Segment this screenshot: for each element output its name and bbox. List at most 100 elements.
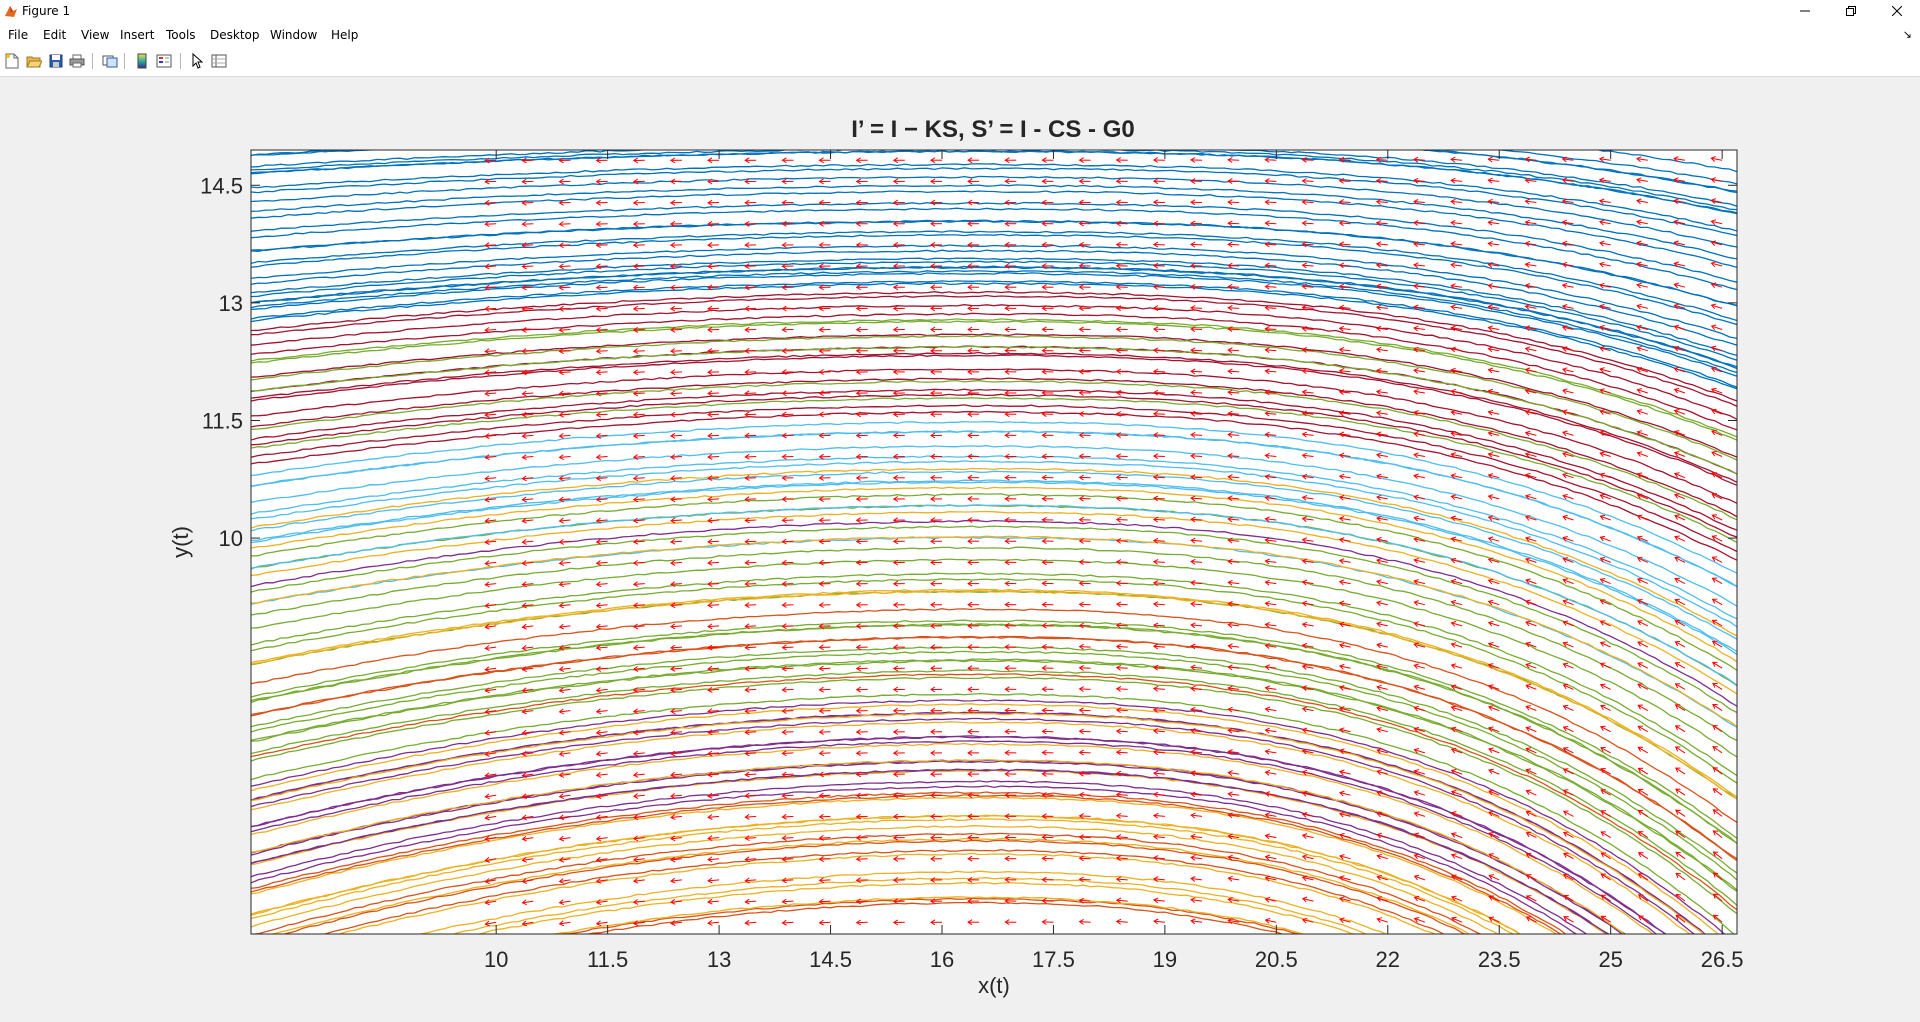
quiver-arrow (1228, 244, 1239, 245)
quiver-arrow (708, 435, 719, 436)
menu-help[interactable]: Help (331, 28, 358, 42)
window-title: Figure 1 (22, 4, 70, 18)
quiver-arrow (634, 372, 645, 373)
quiver-arrow (1154, 350, 1165, 351)
quiver-arrow (522, 224, 533, 225)
quiver-arrow (560, 245, 571, 246)
quiver-arrow (708, 584, 719, 585)
quiver-arrow (1080, 837, 1091, 838)
minimize-icon (1800, 6, 1810, 16)
quiver-arrow (1117, 498, 1128, 499)
quiver-arrow (782, 668, 793, 669)
quiver-arrow (820, 668, 831, 669)
toolbar-separator (92, 53, 93, 69)
link-plot-icon[interactable] (101, 52, 119, 70)
quiver-arrow (671, 372, 682, 373)
quiver-arrow (1303, 202, 1314, 203)
quiver-arrow (485, 245, 496, 246)
toolbar-separator (124, 53, 125, 69)
quiver-arrow (745, 647, 756, 648)
open-file-icon[interactable] (25, 52, 43, 70)
quiver-arrow (1080, 647, 1091, 648)
x-axis-label: x(t) (978, 973, 1010, 998)
y-tick-label: 14.5 (200, 173, 243, 198)
window-titlebar: Figure 1 (0, 0, 1920, 22)
quiver-arrow (634, 287, 645, 288)
quiver-arrow (671, 393, 682, 394)
edit-plot-icon[interactable] (188, 52, 206, 70)
quiver-arrow (1080, 774, 1091, 775)
y-tick-label: 13 (219, 291, 243, 316)
quiver-arrow (1228, 266, 1239, 267)
quiver-arrow (820, 838, 831, 839)
menu-edit[interactable]: Edit (43, 28, 66, 42)
quiver-arrow (745, 499, 756, 500)
quiver-arrow (782, 711, 793, 712)
quiver-arrow (820, 774, 831, 775)
menu-view[interactable]: View (81, 28, 109, 42)
close-button[interactable] (1874, 0, 1920, 22)
menu-insert[interactable]: Insert (120, 28, 154, 42)
quiver-arrow (1265, 181, 1276, 182)
quiver-arrow (522, 287, 533, 288)
quiver-arrow (597, 330, 608, 331)
y-tick-label: 10 (219, 526, 243, 551)
quiver-arrow (560, 266, 571, 267)
quiver-arrow (708, 478, 719, 479)
minimize-button[interactable] (1782, 0, 1828, 22)
toolbar-separator (180, 53, 181, 69)
quiver-arrow (1117, 520, 1128, 521)
menu-bar: File Edit View Insert Tools Desktop Wind… (0, 22, 1920, 46)
quiver-arrow (671, 414, 682, 415)
quiver-arrow (1080, 689, 1091, 690)
quiver-arrow (560, 308, 571, 309)
quiver-arrow (597, 372, 608, 373)
quiver-arrow (1080, 901, 1091, 902)
x-tick-label: 13 (707, 947, 731, 972)
quiver-arrow (1117, 668, 1128, 669)
quiver-arrow (782, 753, 793, 754)
quiver-arrow (782, 520, 793, 521)
quiver-arrow (782, 541, 793, 542)
undock-icon[interactable]: ↘ (1903, 28, 1912, 41)
quiver-arrow (671, 351, 682, 352)
quiver-arrow (522, 266, 533, 267)
menu-file[interactable]: File (8, 28, 28, 42)
close-icon (1892, 6, 1902, 16)
quiver-arrow (1080, 922, 1091, 923)
quiver-arrow (1117, 604, 1128, 605)
quiver-arrow (1080, 795, 1091, 796)
quiver-arrow (1154, 435, 1165, 436)
chart-title: I’ = I − KS, S’ = I - CS - G0 (851, 116, 1134, 143)
quiver-arrow (1265, 202, 1276, 203)
quiver-arrow (782, 732, 793, 733)
quiver-arrow (745, 584, 756, 585)
quiver-arrow (1117, 562, 1128, 563)
quiver-arrow (1080, 731, 1091, 732)
menu-desktop[interactable]: Desktop (210, 28, 260, 42)
property-inspector-icon[interactable] (210, 52, 228, 70)
insert-legend-icon[interactable] (155, 52, 173, 70)
quiver-arrow (820, 732, 831, 733)
quiver-arrow (597, 266, 608, 267)
quiver-arrow (1080, 710, 1091, 711)
quiver-arrow (745, 457, 756, 458)
quiver-arrow (1080, 752, 1091, 753)
menu-window[interactable]: Window (270, 28, 317, 42)
save-icon[interactable] (47, 52, 65, 70)
quiver-arrow (1228, 287, 1239, 288)
quiver-arrow (745, 520, 756, 521)
print-icon[interactable] (68, 52, 86, 70)
quiver-arrow (1117, 541, 1128, 542)
new-figure-icon[interactable] (3, 52, 21, 70)
quiver-arrow (820, 689, 831, 690)
quiver-arrow (634, 351, 645, 352)
quiver-arrow (820, 901, 831, 902)
quiver-arrow (782, 774, 793, 775)
quiver-arrow (857, 922, 868, 923)
restore-button[interactable] (1828, 0, 1874, 22)
menu-tools[interactable]: Tools (166, 28, 196, 42)
insert-colorbar-icon[interactable] (133, 52, 151, 70)
